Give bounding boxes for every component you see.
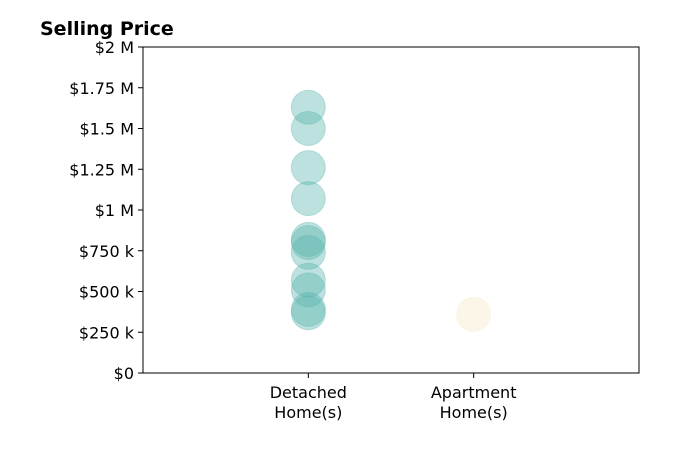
data-point — [290, 225, 326, 261]
y-tick-label: $1.25 M — [69, 160, 134, 179]
data-point — [290, 234, 326, 270]
data-point — [290, 272, 326, 308]
data-point — [290, 181, 326, 217]
data-point — [290, 291, 326, 327]
data-points — [290, 89, 492, 332]
data-point — [290, 150, 326, 186]
data-point — [290, 262, 326, 298]
x-tick-label: Detached Home(s) — [270, 383, 347, 422]
data-point — [290, 221, 326, 257]
x-axis: Detached Home(s) Apartment Home(s) — [270, 373, 517, 422]
y-tick-label: $1 M — [95, 201, 134, 220]
y-tick-label: $1.5 M — [79, 120, 134, 139]
y-axis: $0 $250 k $500 k $750 k $1 M $1.25 M $1.5 M $1.… — [69, 38, 143, 383]
data-point — [290, 295, 326, 331]
y-tick-label: $250 k — [79, 323, 135, 342]
x-tick-label: Apartment Home(s) — [431, 383, 517, 422]
y-tick-label: $500 k — [79, 283, 135, 302]
plot-frame — [142, 46, 640, 374]
data-point — [290, 89, 326, 125]
y-tick-label: $2 M — [95, 38, 134, 57]
chart-title: Selling Price — [40, 18, 174, 40]
data-point — [290, 111, 326, 146]
y-tick-label: $750 k — [79, 242, 135, 261]
y-tick-label: $0 — [114, 364, 134, 383]
data-point — [456, 296, 492, 332]
y-tick-label: $1.75 M — [69, 79, 134, 98]
